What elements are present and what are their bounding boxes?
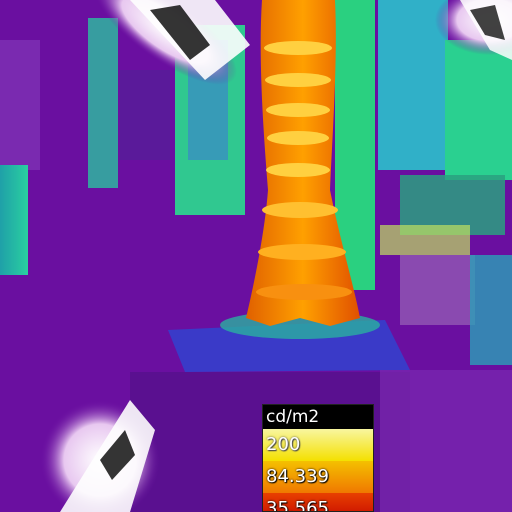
dress-highlight-band [267, 131, 329, 145]
left-bright-panel [0, 165, 28, 275]
dress-highlight-band [266, 163, 330, 177]
left-window [88, 18, 118, 188]
luminance-legend: cd/m2 200 84.339 35.565 [262, 404, 374, 512]
lower-right-region [380, 370, 512, 512]
dress-highlight-band [256, 284, 352, 300]
right-ledge [380, 225, 470, 255]
dress-highlight-band [258, 244, 346, 260]
right-lower-panel [400, 255, 475, 325]
left-shadow [120, 70, 170, 160]
legend-value-low: 35.565 [263, 493, 373, 511]
right-window [378, 0, 448, 170]
dress-highlight-band [262, 202, 338, 218]
dress-highlight-band [266, 103, 330, 117]
dress-highlight-band [264, 41, 332, 55]
legend-value-max: 200 [263, 429, 373, 461]
legend-unit-label: cd/m2 [263, 405, 373, 429]
right-edge-panel [470, 255, 512, 365]
legend-value-mid: 84.339 [263, 461, 373, 493]
glare-top-left [93, 0, 250, 85]
right-wall [445, 40, 512, 180]
left-panel [0, 40, 40, 170]
glare-top-right [435, 0, 512, 60]
dress-highlight-band [265, 73, 331, 87]
glare-bottom-left [40, 400, 160, 512]
